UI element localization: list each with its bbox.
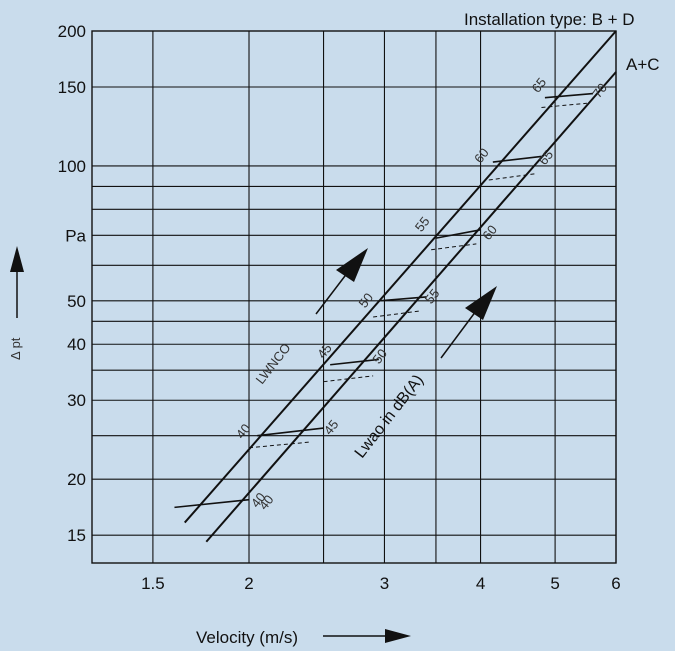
x-tick-label: 4 [476, 574, 485, 593]
lwao-arrow [440, 286, 497, 359]
lwnco-solid-tick [257, 427, 324, 437]
lwnco-tick-label: 60 [471, 145, 492, 166]
lwnco-tick-label: 40 [233, 421, 254, 442]
x-axis-arrow-head [385, 629, 411, 643]
x-tick-label: 2 [244, 574, 253, 593]
y-tick-label: 50 [67, 292, 86, 311]
lwao-label: Lwao in dB(A) [352, 372, 427, 462]
xlabel-group: Velocity (m/s) [196, 628, 411, 647]
lwao-tick-label: 65 [535, 147, 556, 168]
lwnco-dashed-tick [373, 310, 422, 318]
x-tick-label: 5 [550, 574, 559, 593]
y-tick-label: 100 [58, 157, 86, 176]
lwnco-dashed-tick [431, 243, 477, 251]
y-tick-label: Pa [65, 226, 86, 245]
lwnco-arrow [315, 248, 368, 315]
y-axis-arrow-head [10, 246, 24, 272]
y-tick-label: 150 [58, 78, 86, 97]
chart-grid [92, 30, 617, 563]
y-tick-label: 20 [67, 470, 86, 489]
x-tick-label: 6 [611, 574, 620, 593]
lwnco-solid-tick [330, 358, 379, 366]
lwnco-label: LWNCO [253, 340, 294, 387]
x-axis-label: Velocity (m/s) [196, 628, 298, 647]
lwnco-solid-tick [174, 498, 250, 509]
lwnco-solid-tick [435, 229, 481, 239]
lwnco-dashed-tick [323, 375, 374, 383]
lwnco-tick-label: 55 [412, 214, 433, 235]
lwnco-solid-tick [544, 92, 594, 99]
x-tick-label: 3 [380, 574, 389, 593]
y-tick-label: 30 [67, 391, 86, 410]
lwao-tick-label: 50 [369, 346, 390, 367]
lwnco-dashed-tick [541, 102, 587, 108]
lwnco-dashed-tick [248, 441, 310, 449]
tick-labels: 1.5 2 3 4 5 6 15 20 30 40 50 Pa 100 150 200 [58, 22, 621, 593]
series-line-ac [205, 71, 617, 543]
chart-title: Installation type: B + D [464, 10, 635, 29]
y-tick-label: 200 [58, 22, 86, 41]
lwnco-tick-label: 65 [529, 75, 550, 96]
lwao-tick-label: 55 [422, 286, 443, 307]
y-tick-label: 40 [67, 335, 86, 354]
y-axis-label: Δ pt [8, 337, 23, 360]
series-lines [183, 30, 617, 543]
lwnco-solid-tick [492, 155, 542, 163]
y-tick-label: 15 [67, 526, 86, 545]
plot-frame [91, 30, 617, 564]
series-line-bd [183, 30, 617, 524]
series-label-ac: A+C [626, 55, 660, 74]
lwnco-dashed-tick [488, 173, 535, 181]
ylabel-group: Δ pt [8, 246, 24, 360]
x-tick-label: 1.5 [141, 574, 165, 593]
lwnco-solid-tick [378, 296, 427, 302]
